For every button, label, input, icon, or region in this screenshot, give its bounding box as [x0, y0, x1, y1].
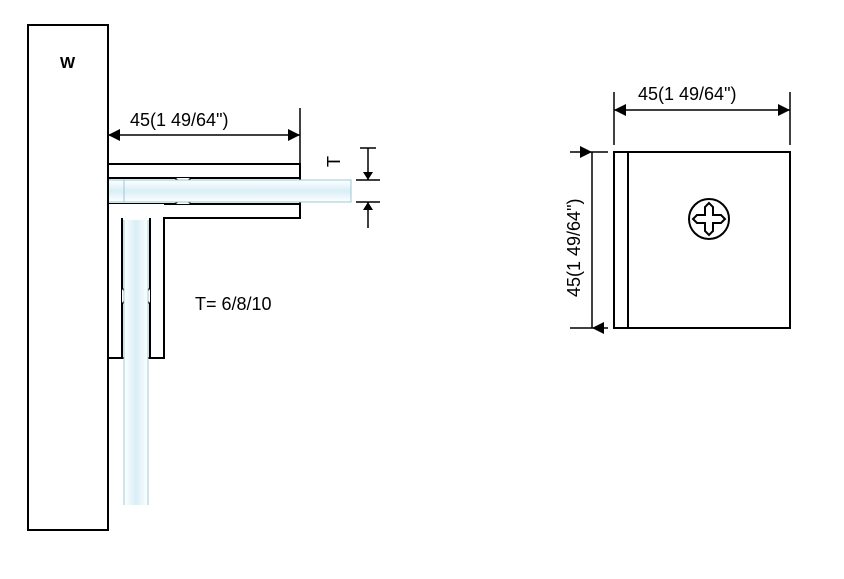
glass-horizontal-2 — [124, 180, 351, 202]
screw-head — [689, 199, 729, 239]
side-view: W 45(1 49/64") T — [28, 25, 380, 530]
t-label: T — [324, 156, 344, 167]
glass-vertical — [124, 220, 148, 505]
wall-block — [28, 25, 108, 530]
wall-label: W — [60, 55, 76, 72]
clamp-top-plate — [108, 164, 300, 178]
backplate — [614, 152, 628, 328]
t-note: T= 6/8/10 — [195, 294, 272, 314]
right-side-dim-label: 45(1 49/64") — [564, 199, 584, 297]
dim-top-label: 45(1 49/64") — [130, 110, 228, 130]
technical-drawing: W 45(1 49/64") T — [0, 0, 844, 579]
t-arrow-top — [363, 172, 373, 180]
t-arrow-bot — [363, 202, 373, 210]
right-top-dim-label: 45(1 49/64") — [638, 84, 736, 104]
front-view: 45(1 49/64") 45(1 49/64") — [564, 84, 790, 328]
